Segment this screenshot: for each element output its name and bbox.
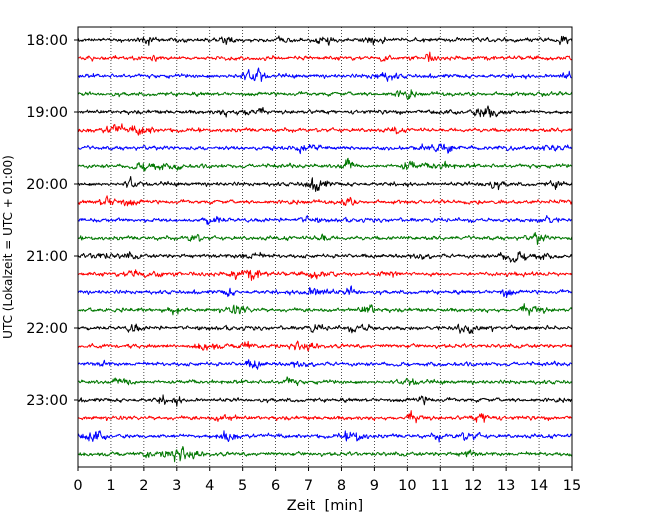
plot-frame — [77, 26, 573, 468]
trace-line-2245 — [77, 376, 573, 387]
trace-line-2145 — [77, 303, 573, 316]
y-tick-label-20:00: 20:00 — [26, 177, 68, 193]
trace-line-2300 — [77, 394, 573, 407]
y-tick-label-22:00: 22:00 — [26, 321, 68, 337]
y-tick-label-18:00: 18:00 — [26, 33, 68, 49]
trace-line-1845 — [77, 89, 573, 100]
x-tick-label-10: 10 — [398, 478, 416, 494]
trace-layer — [77, 35, 573, 463]
x-tick-label-15: 15 — [563, 478, 581, 494]
trace-line-1800 — [77, 35, 573, 46]
trace-line-2030 — [77, 215, 573, 226]
grid-layer — [110, 27, 540, 467]
x-tick-label-14: 14 — [530, 478, 548, 494]
trace-line-1815 — [77, 51, 573, 63]
x-axis-label: Zeit [min] — [287, 498, 363, 514]
y-tick-label-19:00: 19:00 — [26, 105, 68, 121]
x-tick-label-2: 2 — [139, 478, 148, 494]
trace-line-2200 — [77, 323, 573, 334]
x-tick-label-6: 6 — [271, 478, 280, 494]
trace-line-2100 — [77, 251, 573, 263]
x-tick-label-5: 5 — [238, 478, 247, 494]
trace-line-2045 — [77, 232, 573, 245]
trace-line-1915 — [77, 123, 573, 136]
x-tick-label-0: 0 — [73, 478, 82, 494]
trace-line-2130 — [77, 285, 573, 298]
y-tick-label-23:00: 23:00 — [26, 393, 68, 409]
trace-line-1945 — [77, 157, 573, 172]
trace-line-2215 — [77, 340, 573, 352]
y-axis-label: UTC (Lokalzeit = UTC + 01:00) — [1, 155, 15, 339]
trace-line-2345 — [77, 445, 573, 463]
trace-line-2015 — [77, 195, 573, 207]
axes-layer — [77, 26, 573, 468]
trace-line-2330 — [77, 430, 573, 443]
x-tick-label-13: 13 — [497, 478, 515, 494]
x-tick-label-1: 1 — [106, 478, 115, 494]
trace-line-2315 — [77, 410, 573, 424]
trace-line-2230 — [77, 359, 573, 370]
trace-line-1830 — [77, 67, 573, 83]
x-tick-label-7: 7 — [304, 478, 313, 494]
x-tick-label-4: 4 — [205, 478, 214, 494]
x-axis-ticks: 0 1 2 3 4 5 6 7 8 9 10 11 12 13 14 15 — [73, 467, 581, 494]
trace-line-2000 — [77, 175, 573, 192]
y-axis-ticks: 18:00 19:00 20:00 21:00 22:00 23:00 — [26, 33, 78, 409]
y-tick-label-21:00: 21:00 — [26, 249, 68, 265]
trace-line-2115 — [77, 269, 573, 281]
x-tick-label-8: 8 — [337, 478, 346, 494]
trace-line-1900 — [77, 105, 573, 118]
x-tick-label-11: 11 — [431, 478, 449, 494]
trace-line-1930 — [77, 143, 573, 155]
x-tick-label-3: 3 — [172, 478, 181, 494]
x-tick-label-9: 9 — [370, 478, 379, 494]
x-tick-label-12: 12 — [464, 478, 482, 494]
